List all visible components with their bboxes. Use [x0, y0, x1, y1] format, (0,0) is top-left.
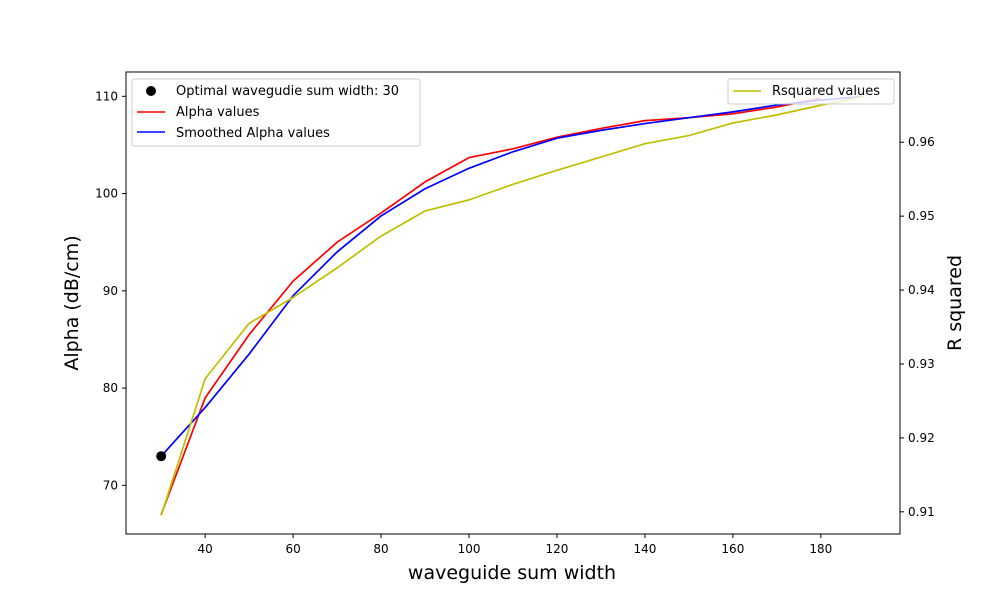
right-y-tick-label: 0.95	[908, 209, 935, 223]
series-line-alpha-values	[160, 97, 822, 515]
right-y-tick-label: 0.91	[908, 505, 935, 519]
x-tick-label: 120	[546, 542, 569, 556]
right-y-tick-label: 0.92	[908, 431, 935, 445]
legend-right: Rsquared values	[727, 78, 895, 105]
x-tick-label: 100	[458, 542, 481, 556]
left-y-axis: 70 80 90 100 110	[95, 89, 126, 492]
x-tick-label: 160	[721, 542, 744, 556]
x-axis-label: waveguide sum width	[408, 562, 616, 584]
legend-left: Optimal wavegudie sum width: 30 Alpha va…	[131, 78, 421, 147]
plot-area	[125, 71, 901, 535]
left-y-tick-label: 80	[103, 381, 118, 395]
right-y-axis-label: R squared	[944, 255, 966, 351]
legend-left-frame	[131, 78, 421, 147]
legend-marker-optimal	[146, 86, 156, 96]
x-tick-label: 40	[198, 542, 213, 556]
right-y-tick-label: 0.96	[908, 135, 935, 149]
x-axis: 40 60 80 100 120 140 160 180	[198, 534, 832, 556]
optimal-point-marker	[156, 451, 167, 462]
legend-label-optimal: Optimal wavegudie sum width: 30	[176, 84, 399, 99]
right-y-tick-label: 0.93	[908, 357, 935, 371]
right-y-axis: 0.91 0.92 0.93 0.94 0.95 0.96	[900, 135, 935, 519]
legend-right-frame	[727, 78, 895, 105]
right-y-tick-label: 0.94	[908, 283, 935, 297]
x-tick-label: 80	[373, 542, 388, 556]
x-tick-label: 180	[809, 542, 832, 556]
legend-label-rsquared: Rsquared values	[772, 84, 880, 99]
x-tick-label: 60	[285, 542, 300, 556]
legend-label-smoothed: Smoothed Alpha values	[176, 126, 330, 141]
left-y-tick-label: 90	[103, 284, 118, 298]
series-layer	[156, 95, 865, 516]
left-y-tick-label: 70	[103, 478, 118, 492]
series-line-rsquared-values	[160, 95, 865, 516]
left-y-axis-label: Alpha (dB/cm)	[61, 235, 83, 370]
left-y-tick-label: 110	[95, 89, 118, 103]
plot-frame	[125, 71, 901, 535]
series-line-smoothed-alpha-values	[160, 95, 865, 457]
left-y-tick-label: 100	[95, 187, 118, 201]
x-tick-label: 140	[633, 542, 656, 556]
legend-label-alpha: Alpha values	[176, 105, 260, 120]
